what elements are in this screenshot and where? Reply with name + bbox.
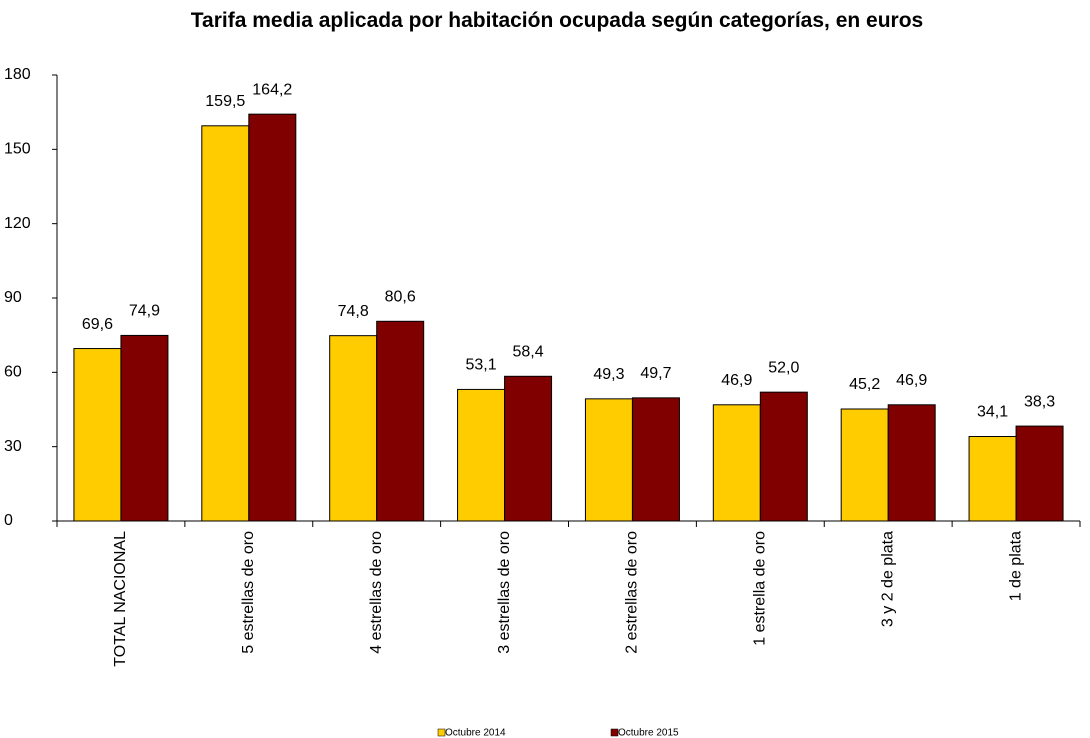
x-tick-label: TOTAL NACIONAL (112, 531, 129, 667)
legend-swatch (610, 728, 619, 737)
x-tick-label: 3 estrellas de oro (496, 531, 513, 654)
value-label: 45,2 (849, 376, 880, 393)
value-label: 80,6 (385, 289, 416, 306)
bar (457, 388, 506, 522)
x-tick-label: 5 estrellas de oro (240, 531, 257, 654)
chart-title: Tarifa media aplicada por habitación ocu… (190, 9, 924, 32)
bar (968, 436, 1017, 522)
value-label: 69,6 (82, 316, 113, 333)
value-label: 52,0 (768, 359, 799, 376)
legend-swatch (437, 728, 446, 737)
value-label: 38,3 (1024, 393, 1055, 410)
x-tick-label: 3 y 2 de plata (879, 531, 896, 627)
x-tick-label: 2 estrellas de oro (624, 531, 641, 654)
bar (759, 391, 808, 522)
value-label: 164,2 (252, 81, 292, 98)
value-label: 58,4 (512, 344, 543, 361)
value-label: 49,3 (593, 366, 624, 383)
bar (584, 398, 633, 522)
y-tick-label: 90 (4, 289, 22, 306)
value-label: 74,8 (338, 303, 369, 320)
x-tick-label: 4 estrellas de oro (368, 531, 385, 654)
value-label: 46,9 (896, 372, 927, 389)
y-tick-label: 150 (4, 141, 31, 158)
bar (840, 408, 889, 522)
bar (73, 348, 122, 522)
value-label: 74,9 (129, 303, 160, 320)
y-tick-label: 0 (4, 512, 13, 529)
legend-label: Octubre 2014 (445, 728, 506, 738)
bar (887, 404, 936, 522)
bar (504, 375, 553, 522)
bar (631, 397, 680, 522)
bar (201, 125, 250, 522)
y-tick-label: 30 (4, 438, 22, 455)
bar (120, 334, 169, 522)
value-label: 53,1 (465, 357, 496, 374)
legend-label: Octubre 2015 (618, 728, 679, 738)
y-tick-label: 120 (4, 215, 31, 232)
y-tick-label: 60 (4, 364, 22, 381)
value-label: 46,9 (721, 372, 752, 389)
value-label: 49,7 (640, 365, 671, 382)
x-tick-label: 1 de plata (1007, 531, 1024, 601)
bar (1015, 425, 1064, 522)
bar (712, 404, 761, 522)
bar (248, 113, 297, 522)
value-label: 34,1 (977, 404, 1008, 421)
bar (329, 335, 378, 522)
value-label: 159,5 (205, 93, 245, 110)
bar (376, 320, 425, 522)
x-tick-label: 1 estrella de oro (752, 531, 769, 646)
y-tick-label: 180 (4, 66, 31, 83)
